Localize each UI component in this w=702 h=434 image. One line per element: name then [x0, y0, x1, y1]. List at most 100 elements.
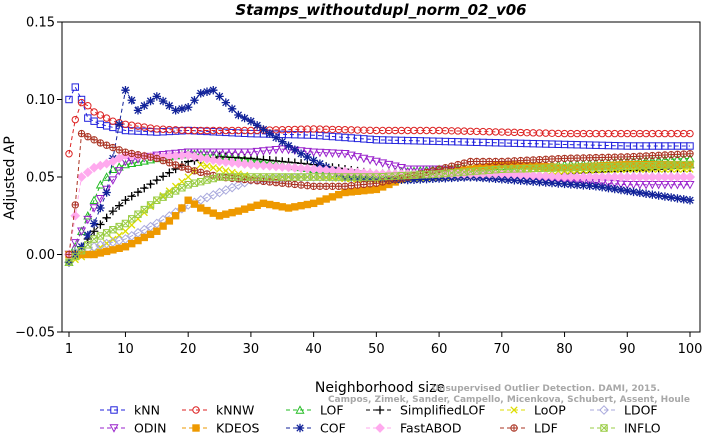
data-point-cof [296, 149, 306, 158]
data-point-kdeos [121, 243, 130, 251]
data-point-kdeos [309, 199, 318, 208]
data-point-fastabod [340, 166, 350, 177]
y-tick-label: 0.15 [26, 16, 55, 31]
data-point-ldf [134, 151, 142, 159]
data-point-kdeos [297, 201, 305, 210]
data-point-kdeos [178, 204, 186, 212]
data-point-ldf [680, 150, 688, 158]
data-point-knnw [65, 150, 73, 158]
data-point-cof [579, 181, 588, 190]
x-tick-label: 90 [619, 342, 636, 357]
data-point-knnw [102, 114, 111, 122]
legend-item-ldof: LDOF [590, 403, 658, 418]
data-point-fastabod [70, 210, 81, 221]
data-point-ldf [554, 155, 562, 163]
legend-label-ldf: LDF [534, 421, 558, 434]
data-point-ldf [548, 155, 556, 163]
data-point-lof [95, 179, 105, 189]
data-point-cof [591, 182, 601, 191]
data-point-odin [327, 149, 337, 158]
data-point-ldf [328, 182, 337, 190]
data-point-ldf [454, 160, 462, 169]
legend-label-knn: kNN [134, 403, 160, 418]
data-point-cof [303, 152, 312, 162]
data-point-kdeos [140, 233, 148, 242]
data-point-loop [178, 177, 186, 186]
data-point-loop [209, 164, 217, 172]
data-point-cof [252, 121, 262, 130]
data-point-cof [190, 96, 199, 105]
data-point-lof [108, 164, 118, 173]
data-point-inflo [65, 258, 73, 266]
data-point-cof [202, 87, 212, 96]
data-point-fastabod [108, 156, 118, 167]
data-point-kdeos [203, 206, 211, 215]
data-point-odin [202, 148, 212, 157]
data-point-ldf [77, 129, 86, 138]
data-point-ldf [140, 152, 148, 160]
y-tick-label: −0.05 [15, 326, 55, 341]
x-tick-label: 30 [243, 342, 260, 357]
data-point-simplifiedlof [165, 168, 174, 177]
data-point-cof [271, 133, 281, 142]
data-point-kdeos [240, 205, 249, 213]
data-point-cof [635, 188, 645, 198]
data-point-cof [278, 137, 287, 146]
data-point-cof [177, 104, 187, 113]
data-point-ldf [592, 154, 600, 162]
data-point-fastabod [246, 159, 256, 170]
data-point-kdeos [247, 203, 255, 211]
data-point-fastabod [189, 151, 200, 162]
legend-marker-simplifiedlof [375, 405, 385, 415]
data-point-odin [89, 204, 99, 213]
data-point-cof [240, 113, 249, 123]
data-point-odin [315, 148, 325, 158]
data-point-fastabod [540, 171, 551, 181]
legend-marker-loop [510, 406, 518, 414]
data-point-ldf [473, 157, 481, 166]
data-point-ldf [353, 181, 362, 189]
data-point-ldf [447, 162, 456, 170]
data-point-ldf [291, 180, 299, 189]
data-point-simplifiedlof [158, 172, 168, 181]
data-point-loop [197, 160, 205, 169]
data-point-cof [221, 98, 231, 107]
data-point-ldf [322, 182, 330, 190]
data-point-ldf [84, 133, 92, 141]
data-point-cof [572, 180, 582, 190]
data-point-ldf [360, 180, 368, 189]
data-point-ldf [178, 163, 186, 171]
data-point-loop [222, 167, 230, 175]
data-point-odin [346, 151, 356, 161]
data-point-odin [302, 147, 312, 157]
legend: kNN kNNW LOF SimplifiedLOF LoOP LDOF ODIN KDEOS… [100, 403, 661, 434]
data-point-kdeos [102, 247, 111, 256]
watermark-line-2: Campos, Zimek, Sander, Campello, Micenko… [328, 395, 690, 405]
x-tick-label: 80 [556, 342, 573, 357]
data-point-ldf [654, 151, 663, 159]
data-point-cof [604, 183, 613, 193]
data-point-ldf [529, 156, 537, 164]
data-point-cof [585, 181, 594, 191]
data-point-kdeos [347, 188, 355, 196]
data-point-fastabod [114, 153, 125, 164]
legend-label-ldof: LDOF [624, 403, 658, 418]
data-point-inflo [197, 177, 205, 186]
data-point-cof [127, 96, 136, 105]
data-point-fastabod [271, 161, 281, 172]
data-point-odin [321, 149, 331, 158]
data-point-kdeos [115, 244, 123, 253]
data-point-ldf [504, 157, 512, 165]
data-point-kdeos [84, 250, 92, 259]
data-point-knn [84, 114, 92, 122]
data-point-ldf [598, 153, 606, 162]
data-point-ldf [579, 154, 588, 162]
data-point-kdeos [153, 227, 161, 235]
data-point-inflo [109, 226, 117, 234]
data-point-loop [109, 235, 117, 243]
data-point-ldf [71, 201, 79, 209]
legend-marker-ldof [599, 405, 609, 415]
legend-label-inflo: INFLO [624, 421, 661, 434]
data-point-inflo [171, 187, 180, 195]
